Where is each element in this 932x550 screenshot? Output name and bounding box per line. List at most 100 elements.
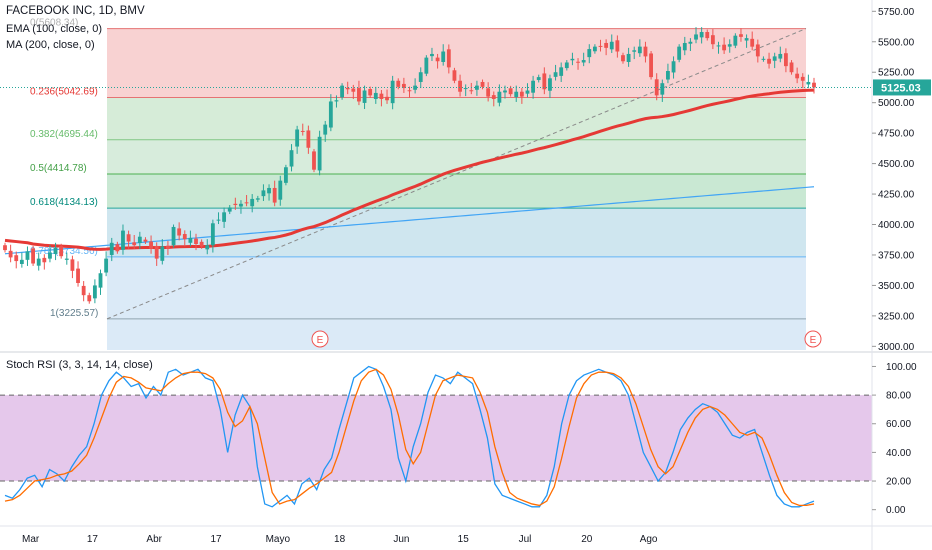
candle-body[interactable]	[14, 255, 19, 262]
candle-body[interactable]	[632, 50, 637, 52]
candle-body[interactable]	[81, 285, 86, 296]
price-tag[interactable]	[873, 79, 931, 96]
candle-body[interactable]	[87, 295, 92, 302]
candle-body[interactable]	[783, 53, 788, 67]
candle-body[interactable]	[682, 42, 687, 51]
candle-body[interactable]	[59, 246, 64, 257]
candle-body[interactable]	[581, 60, 586, 63]
candle-body[interactable]	[705, 32, 710, 39]
candle-body[interactable]	[340, 85, 344, 98]
candle-body[interactable]	[126, 234, 131, 242]
candle-body[interactable]	[727, 44, 732, 47]
candle-body[interactable]	[413, 85, 418, 90]
candle-body[interactable]	[357, 88, 361, 102]
candle-body[interactable]	[92, 285, 97, 299]
candle-body[interactable]	[255, 198, 260, 200]
candle-body[interactable]	[750, 38, 755, 47]
candle-body[interactable]	[177, 228, 182, 236]
candle-body[interactable]	[677, 46, 682, 60]
candle-body[interactable]	[373, 92, 378, 100]
candle-body[interactable]	[604, 42, 609, 48]
candle-body[interactable]	[503, 90, 507, 93]
candle-body[interactable]	[385, 96, 389, 101]
candle-body[interactable]	[626, 53, 631, 62]
candle-body[interactable]	[182, 234, 187, 240]
candle-body[interactable]	[25, 251, 30, 260]
candle-body[interactable]	[458, 80, 462, 92]
candle-body[interactable]	[76, 268, 80, 283]
candle-body[interactable]	[767, 58, 771, 64]
candle-body[interactable]	[210, 223, 215, 246]
candle-body[interactable]	[637, 46, 642, 54]
candle-body[interactable]	[194, 238, 198, 245]
candle-body[interactable]	[536, 77, 541, 81]
candle-body[interactable]	[435, 57, 440, 62]
candle-body[interactable]	[334, 100, 339, 102]
candle-body[interactable]	[289, 150, 294, 167]
candle-body[interactable]	[323, 124, 328, 135]
candle-body[interactable]	[542, 73, 547, 90]
candle-body[interactable]	[70, 259, 75, 271]
ma-indicator-label[interactable]: MA (200, close, 0)	[6, 39, 95, 51]
candle-body[interactable]	[671, 61, 676, 73]
candle-body[interactable]	[806, 81, 811, 85]
candle-body[interactable]	[283, 167, 288, 183]
candle-body[interactable]	[418, 72, 423, 82]
candle-body[interactable]	[559, 67, 564, 76]
candle-body[interactable]	[519, 91, 524, 97]
candle-body[interactable]	[795, 73, 800, 79]
candle-body[interactable]	[205, 245, 210, 250]
candle-body[interactable]	[278, 180, 283, 200]
candle-body[interactable]	[514, 91, 519, 98]
earnings-marker-circle[interactable]	[311, 330, 329, 348]
candle-body[interactable]	[345, 87, 350, 90]
ema-indicator-label[interactable]: EMA (100, close, 0)	[6, 23, 102, 35]
candle-body[interactable]	[789, 62, 794, 73]
candle-body[interactable]	[694, 34, 698, 40]
candle-body[interactable]	[548, 78, 552, 91]
candle-body[interactable]	[272, 187, 277, 203]
candle-body[interactable]	[222, 212, 227, 222]
candle-body[interactable]	[137, 236, 142, 244]
candle-body[interactable]	[491, 95, 496, 100]
candle-body[interactable]	[166, 245, 170, 249]
candle-body[interactable]	[121, 230, 125, 250]
candle-body[interactable]	[104, 258, 109, 273]
candle-body[interactable]	[688, 41, 693, 44]
candle-body[interactable]	[446, 49, 451, 68]
candle-body[interactable]	[755, 44, 760, 57]
candle-body[interactable]	[36, 258, 41, 266]
candle-body[interactable]	[401, 83, 406, 89]
candle-body[interactable]	[649, 53, 653, 78]
earnings-marker-circle[interactable]	[804, 330, 822, 348]
candle-body[interactable]	[469, 90, 474, 92]
candle-body[interactable]	[778, 53, 783, 59]
candle-body[interactable]	[497, 91, 502, 103]
candle-body[interactable]	[31, 248, 36, 264]
candle-body[interactable]	[115, 244, 120, 252]
candle-body[interactable]	[143, 239, 148, 242]
candle-body[interactable]	[525, 90, 530, 94]
candle-body[interactable]	[362, 90, 367, 103]
candle-body[interactable]	[306, 130, 311, 148]
candle-body[interactable]	[744, 38, 749, 41]
candle-body[interactable]	[722, 44, 727, 51]
candle-body[interactable]	[463, 88, 468, 90]
candle-body[interactable]	[407, 90, 412, 92]
candle-body[interactable]	[739, 34, 743, 37]
candle-body[interactable]	[53, 247, 58, 254]
candle-body[interactable]	[643, 46, 648, 57]
candle-body[interactable]	[570, 58, 575, 61]
candle-body[interactable]	[592, 46, 597, 52]
candle-body[interactable]	[160, 246, 165, 261]
candle-body[interactable]	[621, 55, 625, 62]
candle-body[interactable]	[424, 57, 429, 74]
candle-body[interactable]	[188, 237, 193, 243]
stoch-rsi-label[interactable]: Stoch RSI (3, 3, 14, 14, close)	[6, 359, 153, 371]
candle-body[interactable]	[261, 190, 266, 197]
candle-body[interactable]	[441, 51, 446, 62]
candle-body[interactable]	[508, 88, 513, 95]
candle-body[interactable]	[312, 151, 316, 170]
candle-body[interactable]	[452, 70, 457, 81]
candle-body[interactable]	[733, 35, 738, 46]
